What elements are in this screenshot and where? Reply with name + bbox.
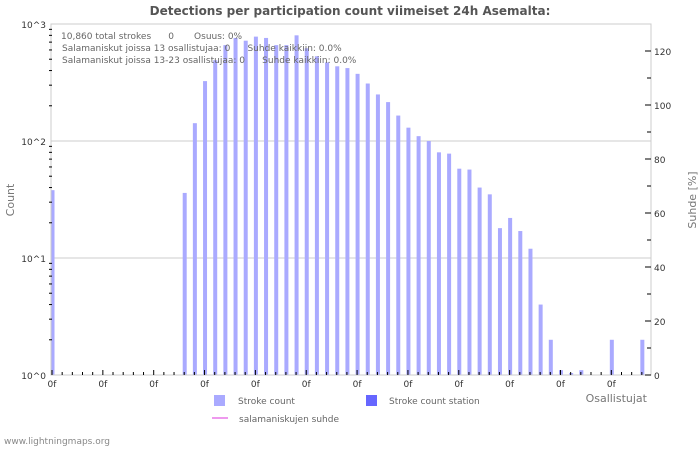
- y2-axis-label: Suhde [%]: [686, 171, 699, 228]
- x-tick-label: 0f: [403, 380, 413, 390]
- bar: [609, 339, 614, 375]
- legend-label-ratio: salamaniskujen suhde: [239, 415, 339, 425]
- bar: [528, 248, 533, 375]
- x-tick-label: 0f: [353, 380, 363, 390]
- x-tick-label: 0f: [251, 380, 261, 390]
- y-axis-left: 10^0 10^1 10^2 10^3: [21, 21, 52, 382]
- bar: [345, 68, 350, 375]
- bar: [325, 62, 330, 375]
- x-tick-label: 0f: [302, 380, 312, 390]
- chart-title: Detections per participation count viime…: [149, 4, 551, 18]
- y2-tick-label: 60: [654, 210, 666, 220]
- bar: [182, 192, 187, 375]
- info-line-2: Salamaniskut joissa 13 osallistujaa: 0 S…: [62, 44, 342, 54]
- bars: [50, 35, 645, 376]
- x-tick-label: 0f: [505, 380, 515, 390]
- bar: [365, 83, 370, 375]
- plot-area-frame: [50, 23, 652, 376]
- legend: Stroke count Stroke count station salama…: [212, 395, 480, 425]
- bar: [447, 153, 452, 375]
- bar: [192, 123, 197, 375]
- y2-tick-label: 40: [654, 264, 666, 274]
- footer-credit: www.lightningmaps.org: [4, 437, 110, 447]
- x-tick-label: 0f: [200, 380, 210, 390]
- bar: [253, 36, 258, 375]
- bar: [497, 228, 502, 375]
- legend-swatch-stroke-count: [214, 395, 225, 406]
- y2-tick-label: 100: [654, 102, 671, 112]
- bar: [416, 136, 421, 375]
- y-tick-label: 10^2: [21, 138, 46, 148]
- bar: [50, 190, 55, 375]
- legend-swatch-stroke-count-station: [366, 395, 377, 406]
- y-axis-label: Count: [4, 183, 17, 216]
- bar: [274, 45, 279, 375]
- grid-lines: [51, 140, 651, 259]
- y-axis-right: 0 20 40 60 80 100 120: [645, 48, 671, 382]
- bar: [396, 115, 401, 375]
- bar: [538, 304, 543, 375]
- x-tick-label: 0f: [454, 380, 464, 390]
- bar: [406, 127, 411, 375]
- legend-label-stroke-count-station: Stroke count station: [389, 397, 480, 407]
- bar: [457, 168, 462, 375]
- x-tick-label: 0f: [607, 380, 617, 390]
- y2-tick-label: 0: [654, 372, 660, 382]
- legend-label-stroke-count: Stroke count: [238, 397, 295, 407]
- y-tick-label: 10^1: [21, 255, 46, 265]
- bar: [477, 187, 482, 375]
- bar: [518, 231, 523, 375]
- bar: [294, 35, 299, 375]
- info-text: 10,860 total strokes 0 Osuus: 0% Salaman…: [61, 32, 357, 66]
- bar: [426, 141, 431, 375]
- bar: [508, 217, 513, 375]
- x-tick-label: 0f: [48, 380, 58, 390]
- bar: [467, 169, 472, 375]
- bar: [233, 37, 238, 375]
- y2-tick-label: 20: [654, 318, 666, 328]
- bar: [264, 37, 269, 375]
- x-tick-label: 0f: [98, 380, 108, 390]
- bar: [243, 40, 248, 375]
- y2-tick-label: 80: [654, 156, 666, 166]
- y-tick-label: 10^3: [21, 21, 46, 31]
- info-line-1: 10,860 total strokes 0 Osuus: 0%: [61, 32, 243, 42]
- x-axis: 0f 0f 0f 0f 0f 0f 0f 0f 0f 0f 0f 0f: [48, 370, 643, 390]
- x-tick-label: 0f: [556, 380, 566, 390]
- bar: [487, 194, 492, 375]
- bar: [314, 56, 319, 375]
- bar: [640, 339, 645, 375]
- bar: [304, 48, 309, 376]
- y-tick-label: 10^0: [21, 372, 46, 382]
- bar: [223, 45, 228, 375]
- bar: [375, 94, 380, 376]
- x-tick-label: 0f: [149, 380, 159, 390]
- y2-tick-label: 120: [654, 48, 671, 58]
- info-line-3: Salamaniskut joissa 13-23 osallistujaa: …: [62, 56, 357, 66]
- x-axis-label: Osallistujat: [586, 392, 648, 405]
- bar: [203, 81, 208, 375]
- bar: [436, 152, 441, 375]
- bar: [284, 45, 289, 375]
- bar: [548, 339, 553, 375]
- bar: [213, 60, 218, 375]
- bar: [335, 66, 340, 376]
- bar: [355, 73, 360, 375]
- bar: [386, 102, 391, 375]
